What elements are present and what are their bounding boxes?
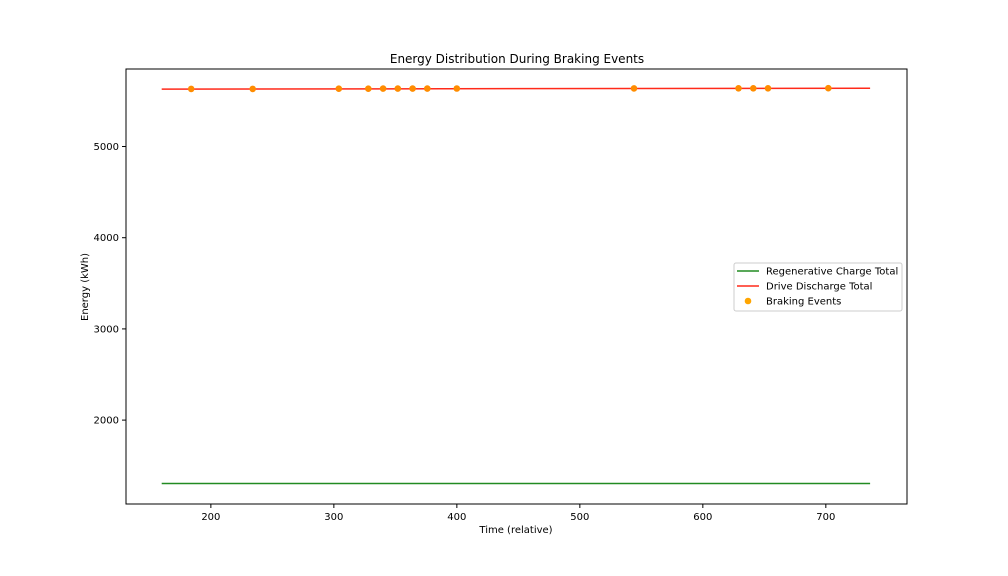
y-tick-label: 2000 <box>94 416 119 427</box>
legend-entry-label: Regenerative Charge Total <box>766 267 898 278</box>
x-tick-label: 500 <box>570 512 589 523</box>
legend-entry-label: Braking Events <box>766 297 841 308</box>
chart-title: Energy Distribution During Braking Event… <box>390 52 644 66</box>
braking-event-point <box>187 85 195 93</box>
x-tick-label: 300 <box>324 512 343 523</box>
y-tick-label: 3000 <box>94 324 119 335</box>
braking-event-point <box>424 85 431 92</box>
x-axis-label: Time (relative) <box>478 525 552 536</box>
plot-marks <box>161 84 871 485</box>
y-axis-ticks: 2000 3000 4000 5000 <box>94 142 126 427</box>
x-tick-label: 700 <box>816 512 835 523</box>
y-axis-label: Energy (kWh) <box>80 253 91 321</box>
x-axis-ticks: 200 300 400 500 600 700 <box>201 504 835 523</box>
braking-event-point <box>335 85 343 92</box>
braking-event-point <box>825 84 832 92</box>
legend: Regenerative Charge Total Drive Discharge… <box>733 262 903 312</box>
legend-entry-label: Drive Discharge Total <box>766 282 872 293</box>
x-tick-label: 400 <box>447 512 466 523</box>
braking-event-point <box>409 85 416 92</box>
braking-event-point <box>379 85 387 92</box>
braking-event-point <box>394 85 402 92</box>
braking-event-point <box>750 85 757 92</box>
legend-marker-swatch <box>744 297 752 305</box>
plot-frame <box>125 68 908 505</box>
braking-event-point <box>764 85 772 92</box>
braking-event-point <box>365 85 372 92</box>
braking-event-point <box>453 85 461 92</box>
legend-box <box>733 262 903 312</box>
braking-event-point <box>249 85 256 93</box>
y-tick-label: 5000 <box>94 142 119 153</box>
braking-event-point <box>735 85 742 92</box>
x-tick-label: 600 <box>693 512 712 523</box>
x-tick-label: 200 <box>201 512 220 523</box>
series-line-1 <box>161 87 871 90</box>
braking-event-point <box>630 85 638 92</box>
y-tick-label: 4000 <box>94 233 119 244</box>
